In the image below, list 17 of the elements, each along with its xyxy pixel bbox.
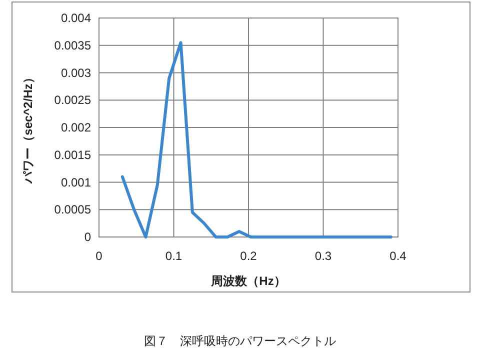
x-tick-label: 0.1 (165, 249, 182, 263)
x-tick-label: 0 (96, 249, 103, 263)
x-tick-label: 0.4 (390, 249, 407, 263)
x-tick-label: 0.3 (314, 249, 332, 263)
x-tick-label: 0.2 (240, 249, 258, 263)
y-axis-title: パワー（sec^2/Hz） (21, 72, 35, 184)
y-tick-label: 0.004 (60, 11, 92, 25)
caption: 図７ 深呼吸時のパワースペクトル (144, 334, 336, 348)
y-tick-label: 0 (84, 230, 92, 244)
y-tick-label: 0.003 (60, 66, 92, 80)
x-axis-title: 周波数（Hz） (210, 274, 286, 288)
y-tick-label: 0.0025 (54, 93, 92, 108)
y-tick-label: 0.0035 (54, 38, 92, 52)
y-tick-label: 0.001 (60, 175, 92, 190)
y-tick-label: 0.0005 (54, 202, 92, 217)
y-tick-label: 0.002 (60, 120, 92, 134)
y-tick-label: 0.0015 (54, 148, 92, 162)
